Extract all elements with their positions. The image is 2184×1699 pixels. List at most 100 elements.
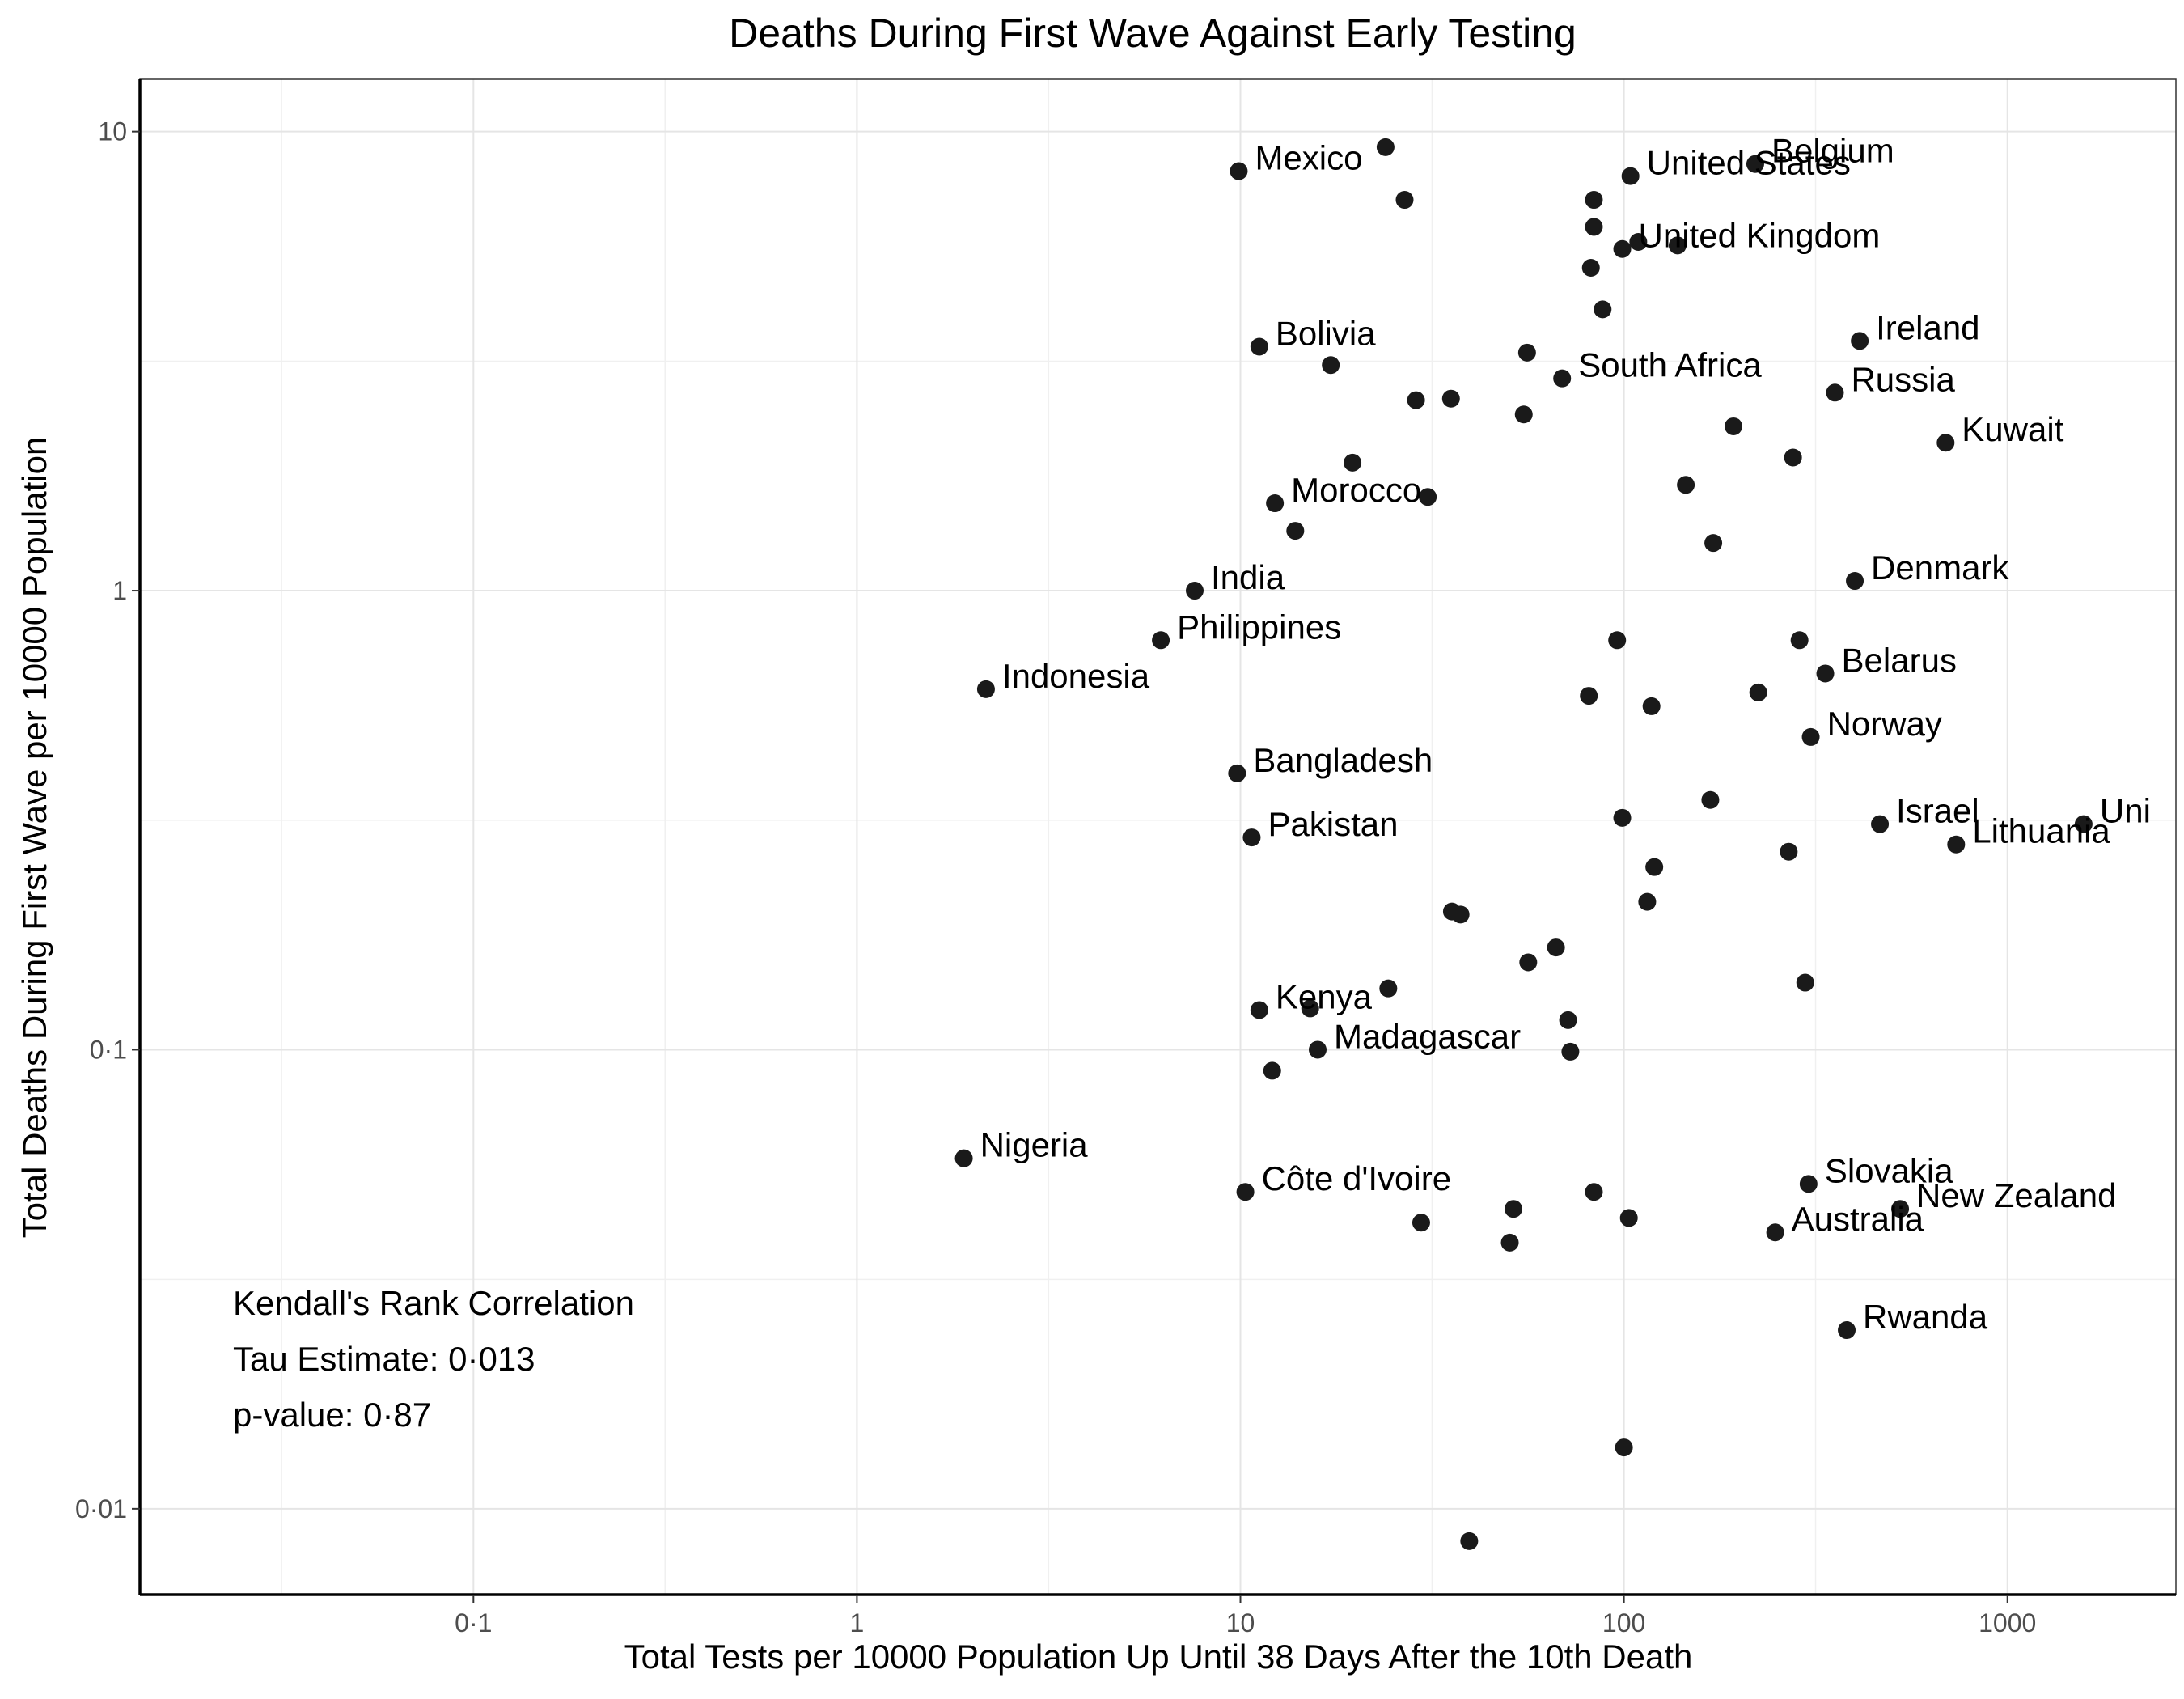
data-point [1228,764,1246,782]
data-point [1419,488,1437,506]
data-point [1585,191,1603,210]
data-point [1250,337,1268,356]
data-point [1668,236,1687,255]
data-point [1746,155,1764,173]
data-point [1615,1438,1633,1457]
data-point [1308,1040,1327,1059]
data-point [1581,259,1600,278]
data-point [1559,1011,1577,1029]
data-point [976,680,995,698]
data-point [1301,999,1319,1018]
data-point [1784,448,1802,467]
data-point [1891,1200,1910,1218]
point-label: Philippines [1177,608,1341,646]
data-point [1704,534,1723,553]
data-point [1547,938,1565,957]
y-axis-ticks: 0·01 0·1 1 10 [75,117,140,1523]
data-point [1766,1223,1784,1242]
data-point [1236,1183,1255,1201]
kendall-annotation: Kendall's Rank Correlation Tau Estimate:… [233,1284,634,1434]
point-label: Kuwait [1962,410,2063,448]
data-point [1230,162,1248,180]
data-point [1250,1001,1268,1019]
data-point [1749,683,1767,701]
chart-title: Deaths During First Wave Against Early T… [729,11,1577,56]
data-points [954,138,2093,1550]
point-label: Indonesia [1002,657,1150,695]
data-point [1838,1321,1856,1340]
x-tick-label: 1 [850,1608,865,1638]
data-point [1379,979,1398,998]
data-point [1514,405,1533,424]
data-point [1621,167,1640,185]
point-label: Belarus [1842,641,1957,679]
data-point [1500,1233,1519,1252]
x-tick-label: 10 [1226,1608,1255,1638]
data-point [1519,953,1538,972]
data-point [1846,572,1864,591]
point-label: Pakistan [1268,805,1398,843]
data-point [1801,727,1820,746]
point-label: Bolivia [1276,314,1376,352]
data-point [1701,790,1720,809]
data-point [1376,138,1395,156]
data-point [1816,664,1835,683]
data-point [1677,476,1695,494]
data-point [1266,494,1285,513]
data-point [1580,687,1598,705]
data-point [1152,631,1170,650]
point-label: United States [1647,144,1851,182]
data-point [1451,905,1470,924]
data-point [1947,835,1966,854]
data-point [1724,417,1742,435]
data-point [1242,828,1261,847]
point-label: Ireland [1876,308,1979,346]
y-axis-title: Total Deaths During First Wave per 10000… [15,437,53,1239]
data-point [1585,218,1603,236]
data-point [1553,369,1572,388]
data-point [1561,1042,1580,1061]
point-label: Rwanda [1863,1298,1988,1336]
point-label: Denmark [1871,549,2009,587]
annotation-line-2: Tau Estimate: 0·013 [233,1340,535,1378]
data-point [1263,1061,1281,1080]
data-point [1504,1200,1522,1218]
data-point [1642,697,1661,715]
point-label: Norway [1827,705,1942,743]
point-label: Nigeria [980,1126,1089,1164]
data-point [1619,1209,1638,1227]
x-tick-label: 100 [1602,1608,1645,1638]
data-point [1790,631,1809,650]
point-label: Belgium [1771,132,1894,170]
data-point [1407,391,1425,409]
point-label: Slovakia [1825,1151,1953,1189]
point-label: Madagascar [1334,1017,1521,1055]
point-label: Kenya [1276,977,1373,1015]
y-tick-label: 0·1 [90,1035,127,1064]
point-label: India [1211,558,1285,596]
point-label: Bangladesh [1253,741,1433,779]
data-point [1608,631,1627,650]
data-point [1826,383,1844,402]
data-point [1613,239,1632,258]
annotation-line-1: Kendall's Rank Correlation [233,1284,634,1322]
grid [140,79,2176,1595]
point-label: United Kingdom [1639,217,1881,255]
data-point [1395,191,1414,210]
point-label: Uni [2100,792,2151,830]
point-label: Morocco [1291,471,1421,509]
data-point [1796,973,1814,992]
x-tick-label: 1000 [1979,1608,2036,1638]
x-tick-label: 0·1 [455,1608,492,1638]
data-point [1585,1183,1603,1201]
data-point [1645,858,1664,876]
point-label: Australia [1792,1200,1924,1238]
data-point [1344,453,1362,472]
data-point [1613,808,1632,827]
data-point [2074,815,2093,833]
point-label: Côte d'Ivoire [1262,1159,1451,1197]
point-label: New Zealand [1916,1176,2116,1214]
